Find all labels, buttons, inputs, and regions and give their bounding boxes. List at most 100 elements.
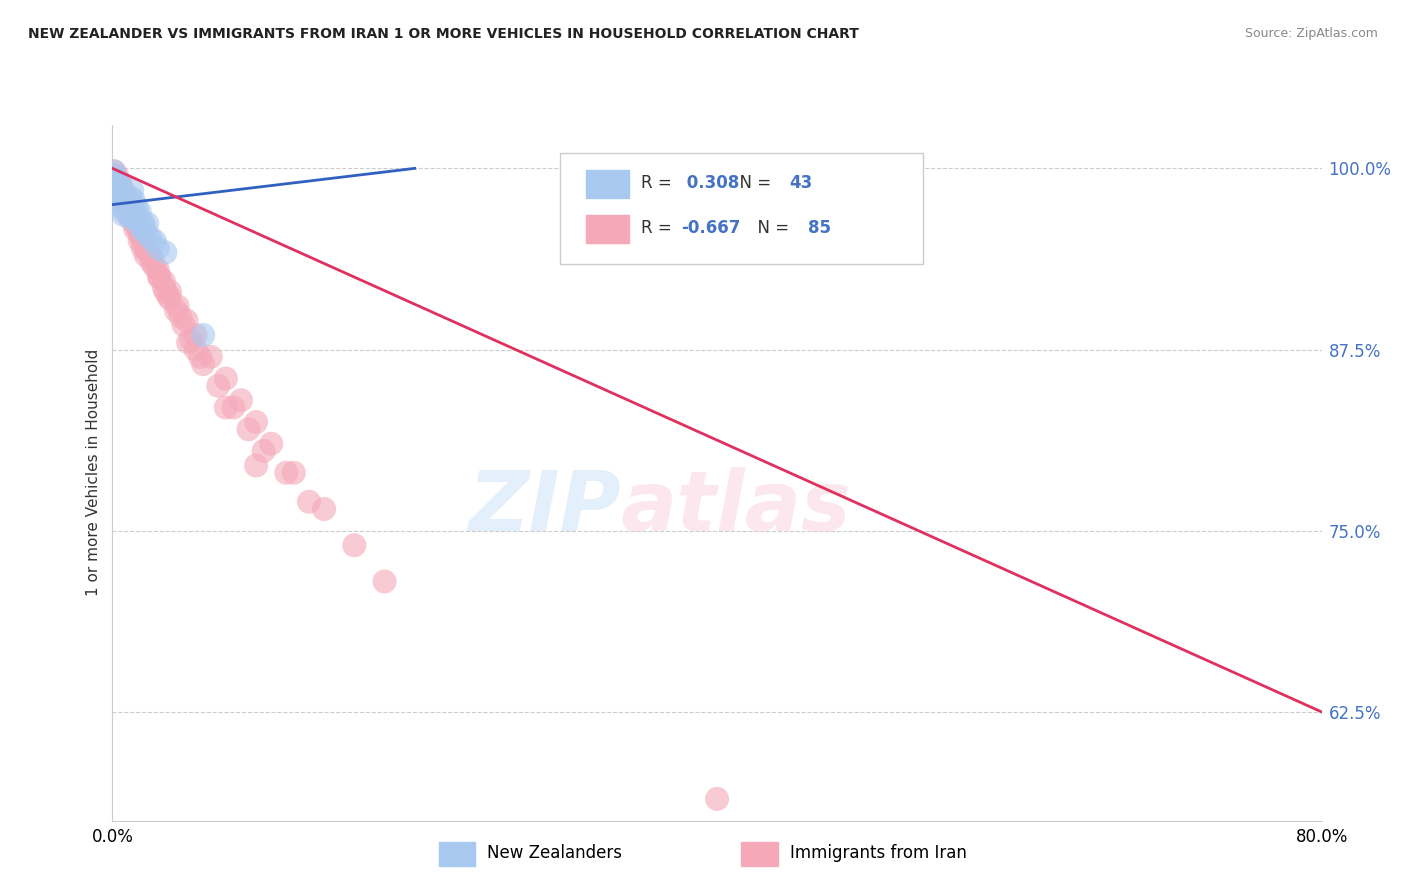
Point — [177, 335, 200, 350]
Point — [103, 164, 125, 178]
Bar — [439, 841, 475, 866]
Point — [148, 270, 170, 285]
Point — [120, 190, 142, 204]
Point — [120, 208, 142, 222]
Point — [184, 343, 207, 357]
Point — [166, 299, 188, 313]
Point — [103, 169, 125, 183]
Point — [105, 197, 128, 211]
Text: Immigrants from Iran: Immigrants from Iran — [790, 845, 966, 863]
Point — [191, 328, 215, 343]
Point — [165, 303, 187, 318]
Point — [238, 422, 260, 436]
Point — [173, 318, 195, 332]
Point — [124, 212, 146, 227]
Point — [283, 466, 305, 480]
Point — [118, 197, 141, 211]
Point — [103, 164, 125, 178]
Point — [200, 350, 222, 364]
Point — [118, 201, 141, 215]
Point — [125, 219, 148, 234]
Point — [120, 212, 142, 227]
Point — [104, 171, 127, 186]
Point — [245, 458, 267, 473]
Point — [114, 197, 136, 211]
Point — [107, 178, 129, 193]
Point — [115, 190, 138, 204]
Point — [104, 173, 127, 187]
Point — [132, 231, 155, 245]
Text: New Zealanders: New Zealanders — [488, 845, 623, 863]
Point — [115, 194, 138, 208]
Point — [129, 219, 152, 234]
Text: -0.667: -0.667 — [681, 219, 740, 237]
Point — [159, 285, 181, 299]
Point — [105, 169, 128, 183]
Point — [184, 328, 207, 343]
Point — [188, 350, 211, 364]
Point — [108, 178, 131, 193]
Point — [176, 313, 198, 327]
Point — [245, 415, 267, 429]
Point — [128, 205, 150, 219]
Point — [118, 202, 141, 216]
Point — [706, 792, 728, 806]
Point — [110, 190, 132, 204]
Bar — [586, 215, 628, 244]
Point — [136, 241, 159, 255]
Point — [169, 310, 191, 324]
Point — [125, 201, 148, 215]
Point — [155, 245, 177, 260]
Point — [127, 219, 149, 234]
Point — [114, 197, 136, 211]
Point — [124, 212, 146, 227]
Point — [114, 197, 136, 211]
Point — [107, 183, 129, 197]
Point — [107, 183, 129, 197]
Text: atlas: atlas — [620, 467, 851, 548]
Text: N =: N = — [730, 174, 776, 192]
Point — [114, 205, 136, 219]
Point — [117, 202, 139, 216]
Point — [146, 263, 169, 277]
Point — [153, 280, 176, 294]
Point — [115, 194, 138, 208]
Point — [276, 466, 298, 480]
Point — [136, 217, 159, 231]
Point — [132, 222, 155, 236]
Point — [141, 255, 163, 269]
Point — [139, 231, 162, 245]
Point — [112, 190, 135, 204]
Text: N =: N = — [748, 219, 794, 237]
Point — [135, 241, 157, 255]
Point — [117, 205, 139, 219]
Point — [105, 173, 128, 187]
Point — [121, 183, 143, 197]
Point — [112, 186, 135, 200]
Point — [135, 227, 157, 241]
Point — [143, 260, 166, 274]
Text: R =: R = — [641, 174, 676, 192]
Text: R =: R = — [641, 219, 676, 237]
Point — [298, 494, 321, 508]
Point — [253, 444, 276, 458]
Point — [110, 186, 132, 200]
Text: Source: ZipAtlas.com: Source: ZipAtlas.com — [1244, 27, 1378, 40]
Point — [117, 205, 139, 219]
Point — [105, 178, 128, 193]
Point — [112, 208, 135, 222]
Point — [153, 274, 176, 288]
Point — [132, 241, 155, 255]
Point — [180, 332, 202, 346]
Text: 0.308: 0.308 — [681, 174, 740, 192]
Point — [132, 215, 155, 229]
Point — [159, 292, 181, 306]
Point — [148, 270, 170, 285]
Point — [215, 371, 238, 385]
Text: 85: 85 — [807, 219, 831, 237]
Point — [128, 227, 150, 241]
Point — [141, 252, 163, 266]
Point — [118, 197, 141, 211]
Point — [132, 234, 155, 248]
Point — [191, 357, 215, 371]
